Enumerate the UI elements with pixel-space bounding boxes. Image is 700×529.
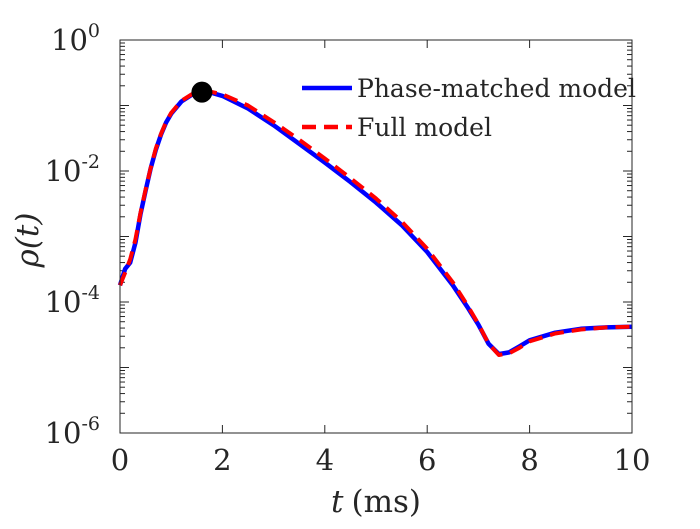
x-tick-label: 2 [213,443,231,477]
y-tick-label: 10-4 [45,282,100,319]
y-tick-label: 10-2 [45,151,100,188]
minor-ticks [120,42,632,414]
legend: Phase-matched model Full model [302,74,636,142]
x-tick-label: 8 [520,443,538,477]
series-group [117,89,633,357]
x-tick-label: 6 [418,443,436,477]
x-axis-label-var: t [331,484,344,520]
legend-label-phase-matched: Phase-matched model [357,74,636,103]
x-tick-label: 4 [316,443,334,477]
plot-area [120,40,632,433]
peak-marker [191,81,213,103]
x-tick-labels: 0 2 4 6 8 10 [111,443,651,477]
y-tick-label-exponent: -4 [81,282,100,304]
y-tick-label-base: 10 [51,23,88,57]
y-tick-label-exponent: -2 [81,151,100,173]
series-line-full-model [118,89,633,357]
legend-label-full-model: Full model [357,113,492,142]
axes-box [119,39,633,434]
y-tick-label: 100 [51,20,100,57]
y-tick-label-exponent: -6 [81,413,100,435]
y-tick-label-base: 10 [45,154,82,188]
y-tick-label-base: 10 [45,416,82,450]
x-tick-label: 0 [111,443,129,477]
x-tick-label: 10 [614,443,651,477]
x-axis-label-unit: (ms) [351,484,421,520]
y-axis-label: ρ(t) [10,213,46,269]
x-axis-label: t (ms) [331,484,421,520]
y-tick-label: 10-6 [45,413,100,450]
y-tick-label-base: 10 [45,285,82,319]
y-tick-label-exponent: 0 [88,20,100,42]
